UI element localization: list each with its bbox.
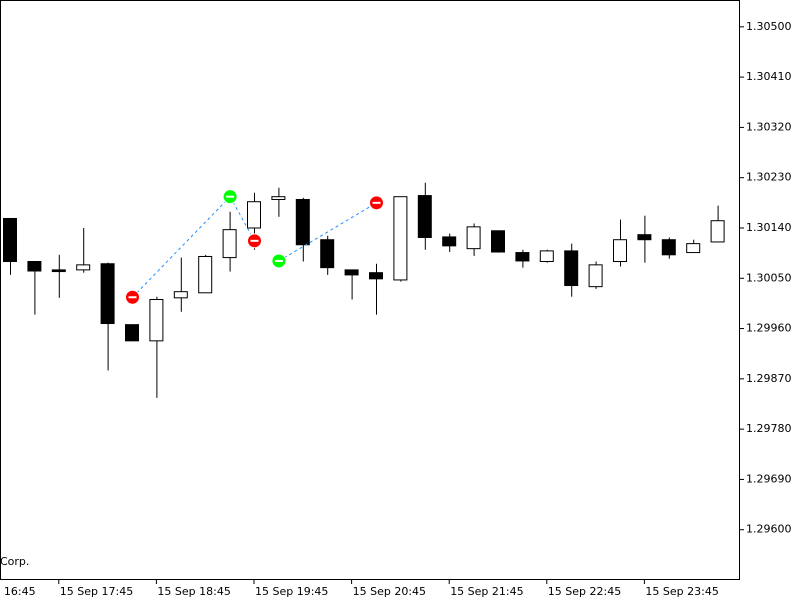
- candle-body: [515, 252, 530, 262]
- y-tick-label: 1.29600: [746, 523, 792, 536]
- candle-body: [222, 229, 237, 259]
- y-tick-label: 1.30050: [746, 271, 792, 284]
- y-tick-label: 1.29870: [746, 372, 792, 385]
- candle-body: [344, 269, 359, 276]
- x-tick-label: 15 Sep 17:45: [60, 585, 133, 598]
- plot-area: [3, 182, 725, 398]
- candle-body: [491, 230, 505, 253]
- y-tick-label: 1.30320: [746, 120, 792, 133]
- x-tick-label: 15 Sep 16:45: [0, 585, 36, 598]
- candle-body: [564, 250, 579, 287]
- x-tick-label: 15 Sep 19:45: [255, 585, 328, 598]
- candle-body: [442, 236, 457, 247]
- candle-body: [149, 298, 164, 342]
- candle-body: [661, 239, 676, 256]
- y-tick-label: 1.30230: [746, 171, 792, 184]
- candle-body: [539, 250, 554, 263]
- candle-body: [686, 243, 701, 254]
- plot-frame: [0, 0, 740, 580]
- trade-line: [132, 196, 231, 298]
- candle-body: [173, 291, 188, 299]
- candle-body: [588, 264, 603, 288]
- candle-body: [51, 269, 66, 273]
- candle-body: [369, 272, 383, 280]
- candle-body: [320, 239, 335, 269]
- y-tick-label: 1.29960: [746, 322, 792, 335]
- trade-line: [229, 196, 255, 242]
- y-tick-label: 1.29690: [746, 472, 792, 485]
- x-tick-label: 15 Sep 18:45: [157, 585, 230, 598]
- x-tick-label: 15 Sep 22:45: [548, 585, 621, 598]
- y-tick-label: 1.30140: [746, 221, 792, 234]
- candle-body: [27, 261, 42, 272]
- candle-body: [100, 263, 115, 325]
- candle-body: [271, 196, 286, 200]
- y-tick-label: 1.29780: [746, 422, 792, 435]
- candle-body: [393, 196, 408, 281]
- candle-body: [417, 195, 432, 238]
- candle-body: [710, 220, 725, 243]
- x-tick-label: 15 Sep 20:45: [353, 585, 426, 598]
- candle-body: [295, 198, 310, 246]
- watermark: Corp.: [0, 555, 29, 568]
- x-tick-label: 15 Sep 21:45: [450, 585, 523, 598]
- candle-body: [637, 234, 652, 241]
- candle-body: [198, 255, 213, 294]
- candle-body: [3, 217, 17, 263]
- trade-line: [278, 202, 377, 262]
- candle-body: [466, 226, 481, 250]
- x-tick-label: 15 Sep 23:45: [645, 585, 718, 598]
- candle-body: [613, 239, 627, 263]
- y-tick-label: 1.30500: [746, 20, 792, 33]
- candle-body: [125, 324, 139, 342]
- candle-body: [76, 264, 91, 271]
- candle-body: [247, 201, 261, 229]
- y-tick-label: 1.30410: [746, 70, 792, 83]
